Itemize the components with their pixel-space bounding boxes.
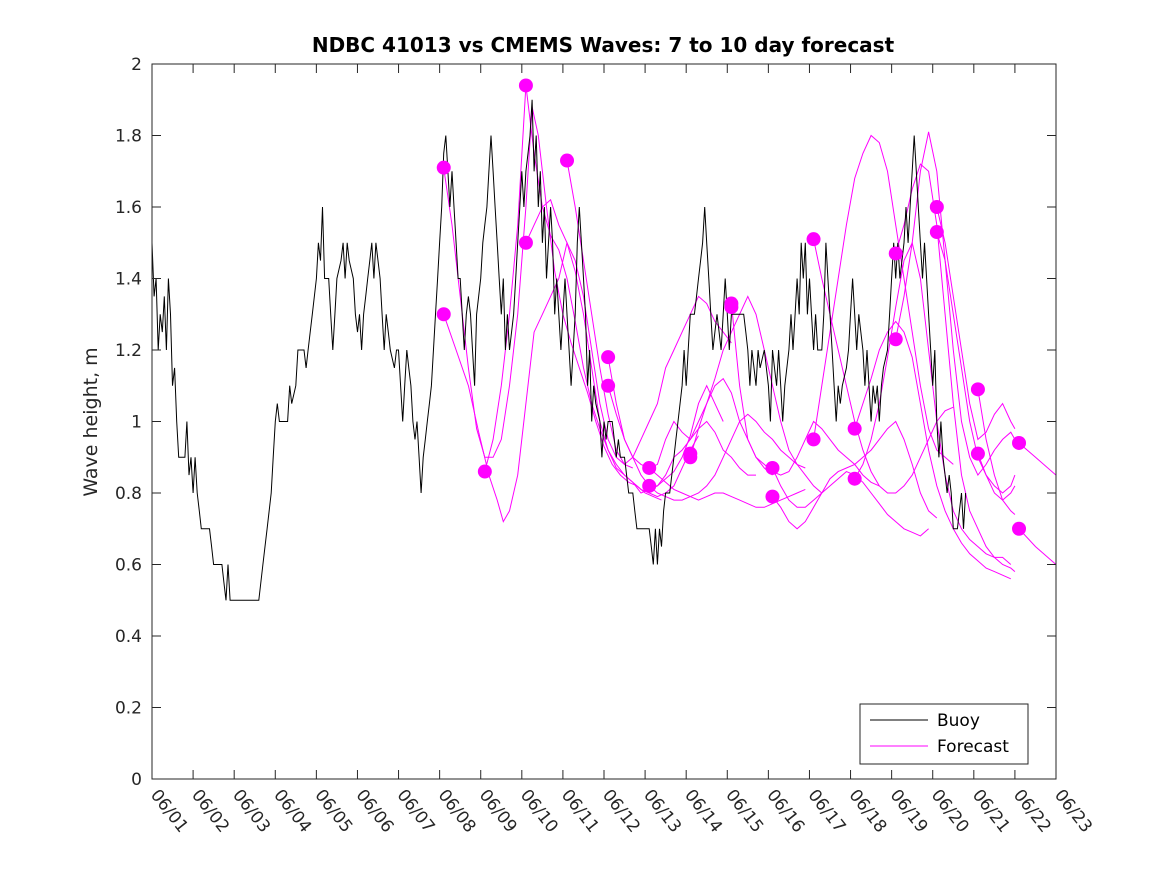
forecast-line <box>895 131 1016 477</box>
y-tick-label: 0.4 <box>115 627 142 647</box>
forecast-line <box>443 106 662 501</box>
forecast-line <box>648 467 806 508</box>
forecast-marker <box>929 200 944 214</box>
y-tick-label: 1 <box>131 413 142 433</box>
legend-label-forecast: Forecast <box>937 737 1009 757</box>
forecast-marker <box>888 246 903 261</box>
forecast-marker <box>806 432 821 447</box>
y-tick-label: 1.8 <box>115 127 142 147</box>
forecast-marker <box>477 464 492 479</box>
forecast-marker <box>970 382 985 397</box>
forecast-line <box>977 389 1016 515</box>
forecast-marker <box>642 478 657 493</box>
legend-label-buoy: Buoy <box>937 711 980 731</box>
buoy-line <box>152 99 967 601</box>
forecast-line <box>525 198 724 494</box>
forecast-line <box>977 453 1016 501</box>
forecast-line <box>566 160 732 466</box>
forecast-marker <box>518 78 533 93</box>
forecast-marker <box>929 225 944 240</box>
forecast-marker <box>847 471 862 486</box>
legend-box <box>859 703 1029 765</box>
forecast-line <box>1018 528 1056 565</box>
y-tick-label: 0.2 <box>115 699 142 719</box>
forecast-marker <box>601 378 616 393</box>
forecast-marker <box>724 300 739 315</box>
forecast-marker <box>560 153 575 168</box>
forecast-marker <box>642 460 657 475</box>
y-tick-label: 0 <box>131 770 142 790</box>
forecast-line <box>607 385 756 487</box>
forecast-line <box>854 320 1012 580</box>
forecast-line <box>772 420 938 530</box>
forecast-marker <box>847 421 862 436</box>
forecast-marker <box>436 160 451 175</box>
y-tick-label: 1.2 <box>115 341 142 361</box>
forecast-marker <box>806 232 821 247</box>
forecast-line <box>484 85 699 498</box>
chart-title: NDBC 41013 vs CMEMS Waves: 7 to 10 day f… <box>312 33 895 57</box>
forecast-marker <box>970 446 985 461</box>
forecast-line <box>813 239 954 494</box>
forecast-marker <box>1012 435 1027 450</box>
forecast-marker <box>683 450 698 465</box>
forecast-line <box>648 413 806 501</box>
forecast-marker <box>765 460 780 475</box>
forecast-marker <box>1012 521 1027 536</box>
forecast-line <box>936 206 1016 441</box>
forecast-marker <box>436 307 451 322</box>
y-tick-label: 0.8 <box>115 484 142 504</box>
y-tick-label: 1.4 <box>115 270 142 290</box>
forecast-line <box>689 295 823 494</box>
y-tick-label: 0.6 <box>115 556 142 576</box>
forecast-line <box>813 134 954 465</box>
legend: Buoy Forecast <box>859 703 1029 765</box>
y-tick-label: 1.6 <box>115 198 142 218</box>
plot-area <box>152 78 1056 601</box>
forecast-marker <box>888 332 903 347</box>
y-axis-label: Wave height, m <box>80 347 102 496</box>
forecast-line <box>1018 442 1056 476</box>
forecast-marker <box>765 489 780 504</box>
forecast-marker <box>518 235 533 250</box>
forecast-line <box>443 241 633 523</box>
forecast-marker <box>601 350 616 365</box>
y-tick-label: 2 <box>131 55 142 75</box>
